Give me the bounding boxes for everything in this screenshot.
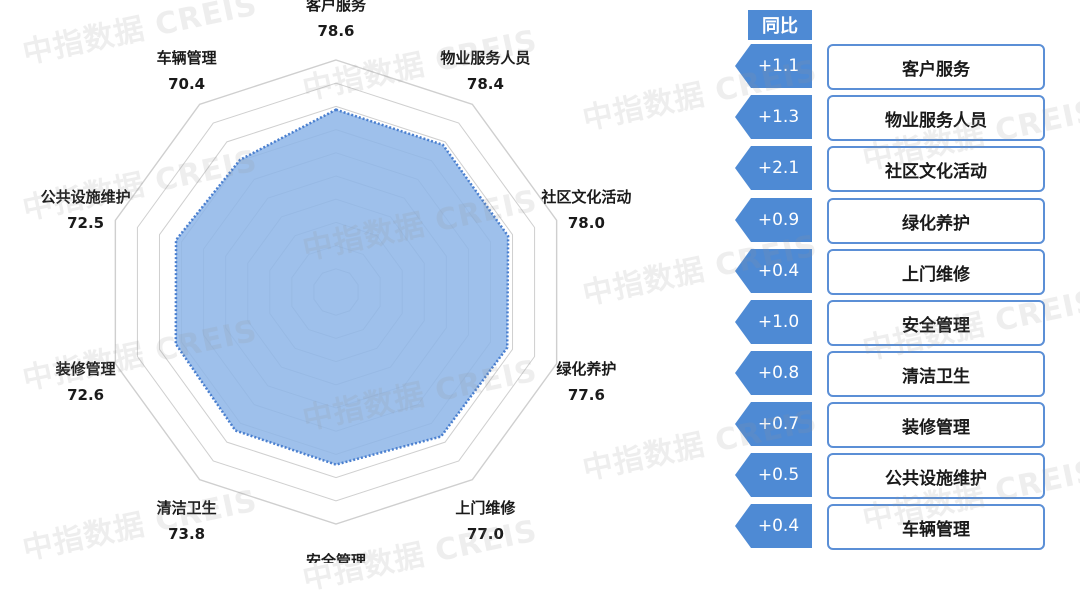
yoy-row: +0.7 装修管理	[735, 402, 1045, 448]
yoy-category-label: 社区文化活动	[827, 146, 1045, 192]
yoy-row: +0.5 公共设施维护	[735, 453, 1045, 499]
yoy-row: +1.3 物业服务人员	[735, 95, 1045, 141]
grid-ring	[158, 105, 514, 479]
radar-chart: 客户服务 78.6 物业服务人员 78.4 社区文化活动 78.0 绿化养护 77.6 上门维修…	[41, 0, 632, 563]
yoy-row: +1.0 安全管理	[735, 300, 1045, 346]
yoy-category-label: 车辆管理	[827, 504, 1045, 550]
yoy-change-badge: +0.4	[735, 249, 812, 293]
yoy-change-badge: +0.5	[735, 453, 812, 497]
category-label: 车辆管理	[157, 49, 217, 67]
yoy-header: 同比	[748, 10, 812, 40]
yoy-panel: 同比 +1.1 客户服务 +1.3 物业服务人员 +2.1 社区文化活动 +0.9 绿化养护 +…	[735, 10, 1055, 555]
yoy-change-badge: +1.1	[735, 44, 812, 88]
category-label: 公共设施维护	[41, 188, 131, 206]
yoy-row: +2.1 社区文化活动	[735, 146, 1045, 192]
value-label: 73.8	[168, 525, 205, 543]
value-label: 77.0	[467, 525, 504, 543]
value-label: 77.6	[568, 386, 605, 404]
yoy-change-badge: +1.3	[735, 95, 812, 139]
yoy-change-badge: +1.0	[735, 300, 812, 344]
grid-ring	[136, 82, 536, 502]
yoy-change-badge: +0.8	[735, 351, 812, 395]
yoy-category-label: 上门维修	[827, 249, 1045, 295]
category-label: 绿化养护	[556, 360, 616, 378]
yoy-category-label: 清洁卫生	[827, 351, 1045, 397]
category-label: 安全管理	[306, 552, 366, 563]
yoy-category-label: 绿化养护	[827, 198, 1045, 244]
yoy-row: +0.4 上门维修	[735, 249, 1045, 295]
category-label: 社区文化活动	[540, 188, 631, 206]
yoy-change-badge: +2.1	[735, 146, 812, 190]
yoy-change-badge: +0.7	[735, 402, 812, 446]
yoy-row: +0.4 车辆管理	[735, 504, 1045, 550]
yoy-row: +1.1 客户服务	[735, 44, 1045, 90]
value-label: 78.4	[467, 75, 504, 93]
value-label: 78.6	[317, 22, 354, 40]
value-label: 78.0	[568, 214, 605, 232]
yoy-category-label: 安全管理	[827, 300, 1045, 346]
yoy-row: +0.8 清洁卫生	[735, 351, 1045, 397]
yoy-category-label: 物业服务人员	[827, 95, 1045, 141]
yoy-change-badge: +0.9	[735, 198, 812, 242]
grid-ring	[114, 59, 558, 525]
yoy-category-label: 公共设施维护	[827, 453, 1045, 499]
category-label: 清洁卫生	[157, 499, 217, 517]
category-label: 客户服务	[305, 0, 367, 14]
yoy-change-badge: +0.4	[735, 504, 812, 548]
category-label: 物业服务人员	[440, 49, 530, 67]
yoy-category-label: 装修管理	[827, 402, 1045, 448]
category-label: 装修管理	[55, 360, 116, 378]
value-label: 72.6	[67, 386, 104, 404]
yoy-category-label: 客户服务	[827, 44, 1045, 90]
series-area	[174, 108, 510, 466]
yoy-row: +0.9 绿化养护	[735, 198, 1045, 244]
category-label: 上门维修	[455, 499, 516, 517]
value-label: 72.5	[67, 214, 104, 232]
value-label: 70.4	[168, 75, 205, 93]
radar-svg: 客户服务 78.6 物业服务人员 78.4 社区文化活动 78.0 绿化养护 77.6 上门维修…	[41, 0, 632, 563]
